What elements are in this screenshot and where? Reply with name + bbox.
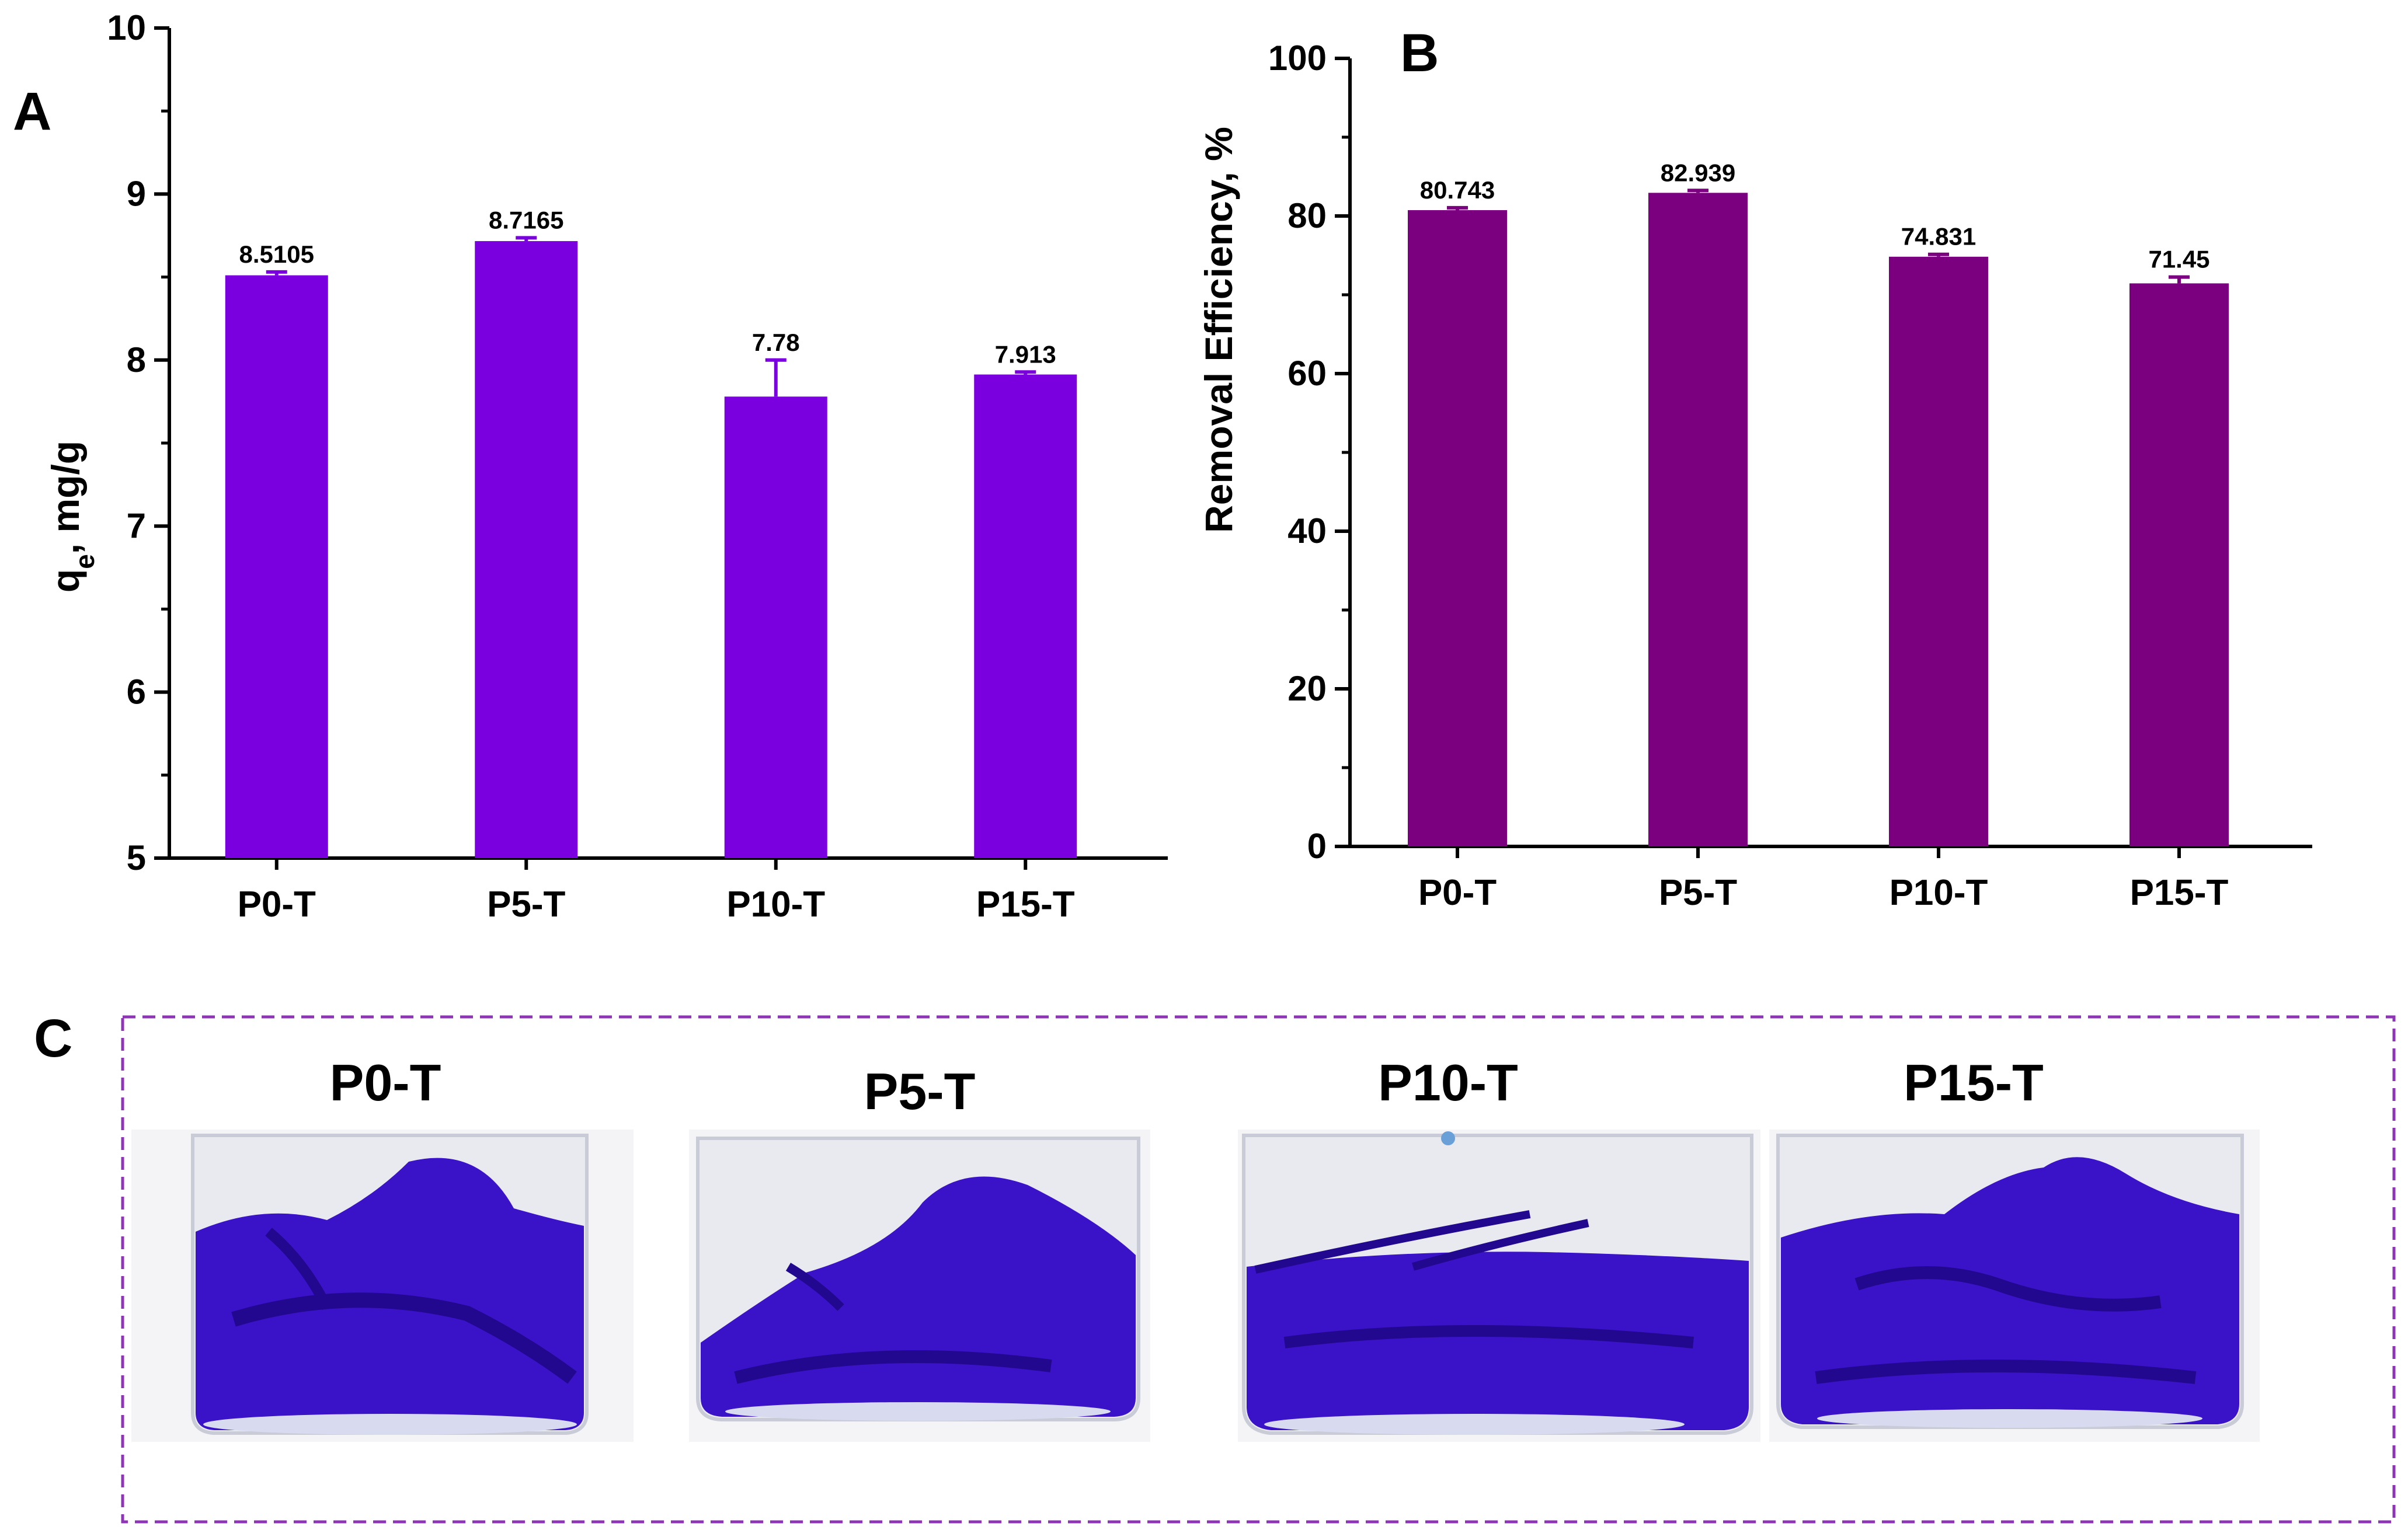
y-tick-label: 60	[1287, 354, 1327, 393]
photo-label-p0: P0-T	[330, 1054, 441, 1111]
bar-p0-t	[1408, 210, 1507, 847]
data-label: 82.939	[1661, 159, 1735, 186]
chart-a-y-axis-title: qe, mg/g	[44, 441, 100, 593]
chart-a: 5 6 7 8 9 10 8.5105 P0-T 8.7165 P5-T 7.78 P10-T 7.91…	[107, 8, 1168, 925]
chart-a-y-axis-title-sub: e	[69, 554, 100, 569]
y-tick-label: 5	[127, 838, 146, 877]
photo-label-p15: P15-T	[1904, 1054, 2044, 1111]
x-tick-label: P0-T	[1418, 873, 1497, 913]
y-tick-label: 8	[127, 340, 146, 379]
vial-photo-p5	[689, 1130, 1150, 1442]
y-tick-label: 6	[127, 672, 146, 712]
panel-letter-b: B	[1400, 23, 1439, 83]
data-label: 8.5105	[239, 241, 314, 268]
vial-photo-p15	[1769, 1130, 2260, 1442]
x-tick-label: P10-T	[1889, 873, 1988, 913]
bar-p5-t	[1648, 193, 1748, 846]
data-label: 71.45	[2148, 246, 2209, 273]
bar-p0-t	[225, 275, 328, 859]
photo-panel-frame	[121, 1015, 2396, 1524]
panel-letter-c: C	[34, 1009, 72, 1068]
data-label: 7.78	[752, 329, 800, 356]
bar-p5-t	[475, 241, 578, 859]
bar-p15-t	[974, 374, 1077, 858]
data-label: 8.7165	[489, 206, 563, 233]
chart-b: 0 20 40 60 80 100 80.743 P0-T 82.939 P5-T 74.831 P1…	[1268, 39, 2312, 913]
x-tick-label: P15-T	[976, 884, 1075, 925]
x-tick-label: P15-T	[2130, 873, 2229, 913]
vial-photo-p0	[131, 1130, 634, 1442]
x-tick-label: P10-T	[726, 884, 825, 925]
bar-p10-t	[724, 396, 827, 858]
y-tick-label: 40	[1287, 511, 1327, 550]
bar-p15-t	[2129, 283, 2229, 846]
y-tick-label: 7	[127, 506, 146, 545]
x-tick-label: P5-T	[487, 884, 565, 925]
photo-panel: P0-T P5-T P10-T P15-T	[121, 1015, 2396, 1524]
chart-b-y-axis-title: Removal Efficiency, %	[1197, 127, 1240, 533]
bar-p10-t	[1889, 256, 1988, 846]
y-tick-label: 10	[107, 8, 146, 47]
y-tick-label: 80	[1287, 196, 1327, 235]
y-tick-label: 9	[127, 174, 146, 213]
y-tick-label: 0	[1307, 827, 1327, 866]
photo-label-p10: P10-T	[1378, 1054, 1518, 1111]
data-label: 74.831	[1901, 223, 1976, 250]
chart-a-y-axis-title-rest: , mg/g	[44, 441, 87, 554]
y-tick-label: 100	[1268, 39, 1327, 78]
data-label: 7.913	[995, 340, 1056, 368]
data-label: 80.743	[1420, 176, 1495, 204]
x-tick-label: P0-T	[238, 884, 316, 925]
y-tick-label: 20	[1287, 669, 1327, 708]
vial-photo-p10	[1238, 1130, 1760, 1442]
photo-label-p5: P5-T	[864, 1062, 976, 1120]
chart-a-y-axis-title-main: q	[44, 569, 87, 593]
x-tick-label: P5-T	[1659, 873, 1737, 913]
panel-letter-a: A	[13, 82, 51, 141]
